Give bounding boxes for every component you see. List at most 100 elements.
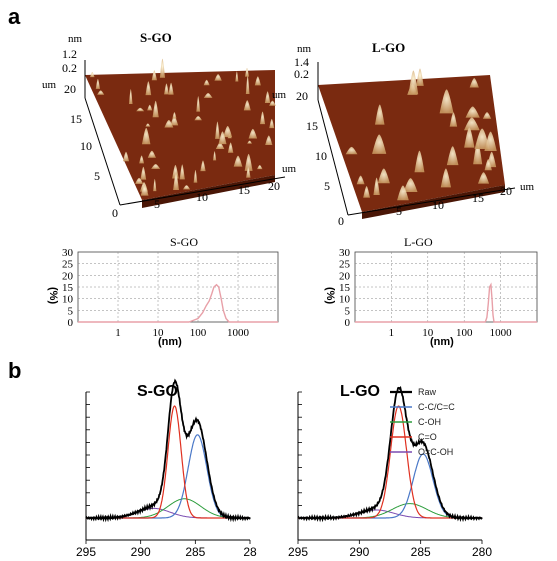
- x-tick: 15: [472, 191, 484, 205]
- afm-peak: [142, 127, 151, 145]
- y-tick: 5: [94, 169, 100, 183]
- legend-label-coh: C-OH: [418, 417, 441, 427]
- afm-peak: [136, 107, 145, 112]
- afm-peak: [440, 168, 452, 188]
- x-tick-label: 295: [76, 545, 96, 559]
- afm-peak: [478, 172, 490, 184]
- x-unit: um: [520, 181, 535, 193]
- grid: [355, 252, 537, 322]
- afm-peak: [159, 58, 166, 78]
- x-ticks: 295 290 285 280: [288, 540, 492, 559]
- afm-peak: [446, 146, 459, 166]
- afm-peak: [203, 79, 210, 86]
- afm-peak: [414, 150, 425, 173]
- afm-peak: [97, 90, 105, 95]
- afm-peak: [265, 135, 273, 145]
- x-tick: 10: [432, 198, 444, 212]
- afm-peak: [244, 67, 250, 77]
- afm-peaks: [345, 68, 497, 201]
- x-ticks: 1 10 100 1000: [115, 327, 249, 339]
- x-tick-label: 295: [288, 545, 308, 559]
- y-tick-label: 20: [339, 270, 351, 282]
- afm-peak: [153, 178, 157, 192]
- afm-peak: [128, 89, 133, 104]
- afm-peak: [151, 163, 161, 169]
- afm-peak: [269, 118, 275, 129]
- size-distribution-line: [78, 283, 278, 323]
- afm-peak: [373, 177, 380, 195]
- x-tick-label: 290: [131, 545, 151, 559]
- y-tick-label: 25: [62, 259, 74, 271]
- y-ticks: [298, 391, 302, 519]
- y-tick-label: 5: [68, 305, 74, 317]
- z-tick: 1.4: [294, 55, 309, 69]
- afm-peak: [147, 104, 153, 111]
- afm-plot-l-go: L-GO nm 1.4 0.2 um 20 15 10 5 0 5 10 15 …: [272, 40, 535, 228]
- x-axis: [347, 187, 516, 216]
- series-raw: [85, 378, 251, 523]
- afm-peak: [245, 75, 250, 94]
- afm-peak: [416, 68, 424, 86]
- series-raw: [297, 385, 483, 523]
- x-tick-label: 10: [422, 327, 434, 339]
- x-tick: 20: [500, 184, 512, 198]
- afm-peak: [233, 155, 243, 167]
- afm-peak: [173, 172, 179, 190]
- afm-peak: [260, 111, 266, 125]
- y-tick: 15: [306, 119, 318, 133]
- afm-peak: [257, 165, 263, 170]
- xps-title: S-GO: [137, 383, 178, 400]
- afm-peak: [145, 81, 152, 96]
- afm-peak: [193, 169, 198, 183]
- afm-peak: [151, 70, 157, 81]
- afm-peak: [254, 76, 261, 86]
- afm-peak: [152, 100, 159, 118]
- afm-peak: [246, 166, 251, 178]
- afm-surface-edge: [362, 185, 505, 219]
- afm-surface: [318, 75, 505, 212]
- afm-plot-s-go: S-GO nm 1.2 0.2 um 20 15 10 5 0 5 10 15 …: [42, 30, 297, 220]
- y-tick: 10: [80, 139, 92, 153]
- x-tick-label: 28: [243, 545, 257, 559]
- afm-peak: [164, 83, 169, 95]
- size-distribution-line: [355, 282, 537, 323]
- x-tick-label: 285: [185, 545, 205, 559]
- y-axis: [317, 99, 349, 216]
- afm-peak: [474, 128, 490, 149]
- y-tick-label: 15: [339, 282, 351, 294]
- z-tick: 0.2: [62, 61, 77, 75]
- afm-peak: [179, 164, 185, 180]
- legend-label-cc: C-C/C=C: [418, 402, 455, 412]
- afm-peak: [269, 100, 276, 106]
- afm-peak: [145, 123, 151, 127]
- afm-peak: [408, 70, 419, 95]
- afm-peak: [140, 184, 149, 196]
- x-tick: 10: [196, 190, 208, 204]
- y-unit: um: [42, 79, 57, 91]
- y-tick: 20: [64, 82, 76, 96]
- afm-peak: [464, 127, 475, 148]
- afm-peak: [194, 115, 202, 121]
- y-axis: [84, 97, 121, 206]
- afm-title: L-GO: [372, 40, 405, 55]
- afm-peak: [377, 168, 390, 184]
- y-tick-label: 10: [339, 294, 351, 306]
- y-tick-label: 30: [62, 247, 74, 259]
- afm-peak: [215, 121, 220, 139]
- x-tick-label: 10: [153, 327, 165, 339]
- y-tick-label: 5: [345, 305, 351, 317]
- afm-peak: [473, 141, 483, 165]
- dls-title: S-GO: [170, 235, 198, 249]
- afm-peak: [469, 78, 479, 88]
- z-unit: nm: [297, 43, 312, 55]
- afm-peak: [449, 112, 458, 127]
- xps-title: L-GO: [340, 383, 380, 400]
- x-ticks: 295 290 285 28: [76, 540, 257, 559]
- afm-surface: [85, 70, 275, 200]
- x-tick-label: 1000: [227, 327, 250, 339]
- y-axis-label: (%): [324, 287, 336, 304]
- z-tick: 1.2: [62, 47, 77, 61]
- x-tick: 5: [396, 204, 402, 218]
